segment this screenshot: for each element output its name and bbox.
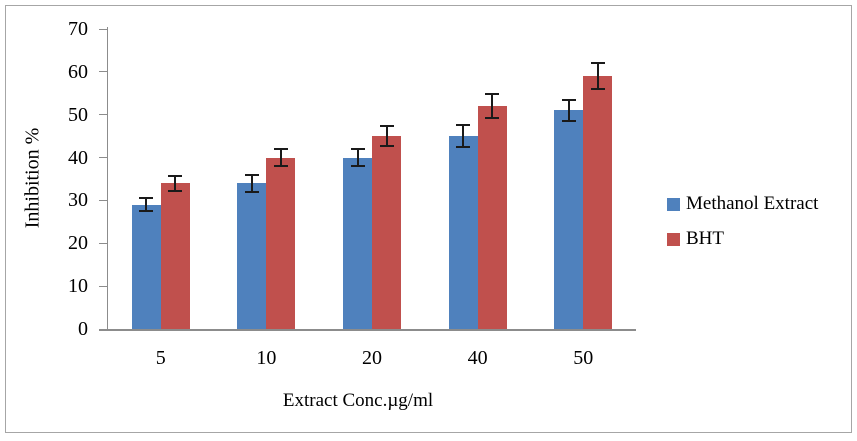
y-tick-mark (99, 71, 107, 73)
error-bar (250, 174, 253, 192)
y-tick-label: 20 (68, 232, 88, 255)
y-tick-mark (99, 157, 107, 159)
y-tick-label: 70 (68, 18, 88, 40)
error-bar-cap (168, 189, 183, 192)
error-bar-cap (168, 175, 183, 177)
error-bar-cap (379, 125, 394, 128)
error-bar-cap (379, 145, 394, 147)
x-tick-label: 5 (155, 347, 166, 369)
bar-methanol-extract-5 (131, 204, 161, 329)
x-tick-label: 10 (256, 347, 277, 369)
error-bar (462, 125, 465, 147)
error-bar-cap (350, 165, 365, 168)
x-tick-label: 50 (573, 347, 594, 369)
y-tick-mark (99, 199, 107, 201)
legend-label-bht: BHT (686, 228, 724, 249)
error-bar-cap (485, 93, 500, 96)
error-bar-cap (139, 197, 154, 200)
error-bar (596, 63, 599, 89)
methanol-extract-swatch (667, 197, 680, 211)
bar-methanol-extract-10 (237, 183, 267, 329)
bht-swatch (667, 232, 680, 246)
y-tick-label: 0 (78, 318, 88, 340)
error-bar-cap (561, 120, 576, 123)
bar-methanol-extract-40 (448, 136, 478, 329)
error-bar-cap (561, 98, 576, 101)
error-bar-cap (590, 62, 605, 65)
y-axis-line (107, 27, 108, 330)
legend: Methanol Extract BHT (667, 192, 818, 262)
y-tick-label: 60 (68, 60, 88, 83)
error-bar-cap (456, 145, 471, 148)
error-bar-cap (273, 148, 288, 150)
error-bar-cap (244, 173, 259, 176)
y-tick-mark (99, 285, 107, 287)
error-bar (491, 94, 494, 119)
error-bar-cap (273, 165, 288, 168)
x-tick-label: 40 (467, 347, 488, 369)
bar-methanol-extract-20 (343, 157, 372, 329)
error-bar (567, 99, 570, 122)
y-tick-mark (99, 242, 107, 244)
bar-bht-20 (372, 136, 401, 329)
error-bar-cap (485, 117, 500, 120)
error-bar (279, 149, 282, 167)
y-tick-mark (99, 28, 107, 30)
x-tick-label: 20 (362, 347, 382, 369)
error-bar-cap (350, 148, 365, 150)
legend-item-bht: BHT (667, 227, 818, 251)
y-tick-label: 40 (68, 146, 88, 169)
error-bar (145, 198, 148, 212)
x-axis-title: Extract Conc.µg/ml (282, 390, 434, 411)
error-bar-cap (590, 88, 605, 90)
bar-bht-10 (266, 157, 296, 329)
bar-bht-5 (160, 183, 190, 329)
y-axis-title: Inhibition % (21, 127, 44, 229)
x-axis-line (99, 328, 636, 331)
y-tick-mark (99, 114, 107, 116)
error-bar-cap (139, 210, 154, 213)
y-tick-label: 30 (68, 189, 88, 212)
error-bar-cap (456, 124, 471, 127)
bar-bht-50 (583, 76, 613, 329)
error-bar (356, 149, 359, 167)
bar-bht-40 (477, 106, 507, 329)
error-bar (385, 126, 388, 146)
legend-item-methanol-extract: Methanol Extract (667, 192, 818, 216)
y-tick-label: 50 (68, 103, 88, 126)
error-bar-cap (244, 190, 259, 193)
legend-label-methanol-extract: Methanol Extract (686, 193, 819, 214)
bar-methanol-extract-50 (554, 110, 584, 329)
error-bar (174, 176, 177, 191)
y-tick-label: 10 (68, 275, 88, 298)
